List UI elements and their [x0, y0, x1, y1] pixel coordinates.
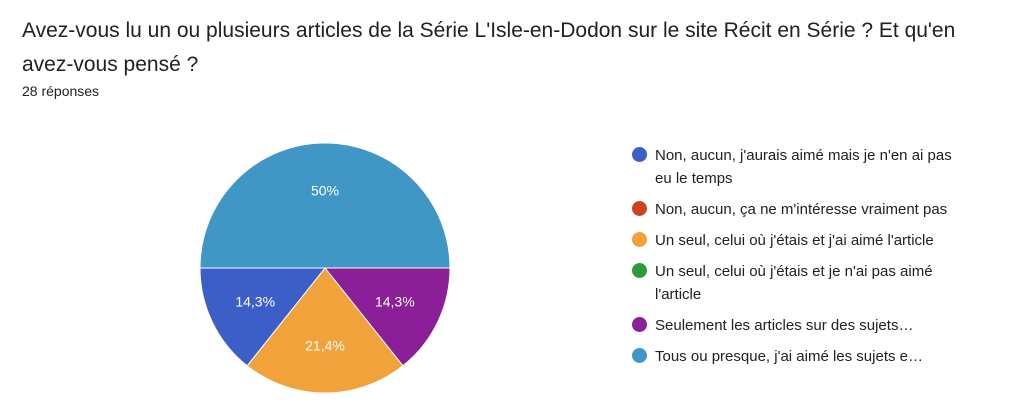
- legend-label: Non, aucun, ça ne m'intéresse vraiment p…: [655, 201, 948, 218]
- legend-item[interactable]: Tous ou presque, j'ai aimé les sujets e…: [632, 345, 1012, 368]
- legend-label: Tous ou presque, j'ai aimé les sujets e…: [655, 348, 924, 365]
- legend-label: Seulement les articles sur des sujets…: [655, 317, 914, 334]
- slice-label: 14,3%: [235, 294, 275, 310]
- legend-item[interactable]: Un seul, celui où j'étais et j'ai aimé l…: [632, 229, 1012, 252]
- legend-label: Non, aucun, j'aurais aimé mais je n'en a…: [655, 147, 952, 187]
- pie-slice: [199, 142, 451, 269]
- legend-item[interactable]: Un seul, celui où j'étais et je n'ai pas…: [632, 260, 1012, 306]
- legend-swatch: [632, 232, 647, 247]
- question-title: Avez-vous lu un ou plusieurs articles de…: [22, 19, 956, 76]
- legend-swatch: [632, 348, 647, 363]
- legend-swatch: [632, 147, 647, 162]
- legend-item[interactable]: Non, aucun, j'aurais aimé mais je n'en a…: [632, 144, 1012, 190]
- slice-label: 14,3%: [375, 294, 415, 310]
- legend-swatch: [632, 201, 647, 216]
- legend-item[interactable]: Non, aucun, ça ne m'intéresse vraiment p…: [632, 198, 1012, 221]
- pie-slice: [323, 267, 451, 367]
- pie-slice: [199, 267, 327, 367]
- legend-swatch: [632, 263, 647, 278]
- pie-chart: 50% 14,3% 21,4% 14,3%: [180, 130, 470, 400]
- chart-legend: Non, aucun, j'aurais aimé mais je n'en a…: [632, 144, 1012, 376]
- legend-label: Un seul, celui où j'étais et j'ai aimé l…: [655, 232, 934, 249]
- pie-chart-svg: 50% 14,3% 21,4% 14,3%: [199, 142, 451, 394]
- slice-label: 21,4%: [305, 338, 345, 354]
- legend-swatch: [632, 317, 647, 332]
- slice-label: 50%: [311, 183, 339, 199]
- legend-label: Un seul, celui où j'étais et je n'ai pas…: [655, 263, 933, 303]
- response-count: 28 réponses: [22, 83, 100, 99]
- pie-slice: [246, 267, 404, 394]
- legend-item[interactable]: Seulement les articles sur des sujets…: [632, 314, 1012, 337]
